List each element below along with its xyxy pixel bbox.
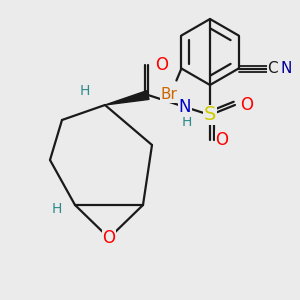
Text: O: O bbox=[215, 131, 229, 149]
Text: O: O bbox=[103, 229, 116, 247]
Text: O: O bbox=[241, 96, 254, 114]
Text: N: N bbox=[179, 98, 191, 116]
Text: Br: Br bbox=[161, 87, 178, 102]
Text: H: H bbox=[182, 115, 192, 129]
Text: O: O bbox=[155, 56, 169, 74]
Text: S: S bbox=[204, 106, 216, 124]
Text: H: H bbox=[52, 202, 62, 216]
Text: C: C bbox=[267, 61, 278, 76]
Polygon shape bbox=[105, 91, 149, 105]
Text: N: N bbox=[281, 61, 292, 76]
Text: H: H bbox=[80, 84, 90, 98]
